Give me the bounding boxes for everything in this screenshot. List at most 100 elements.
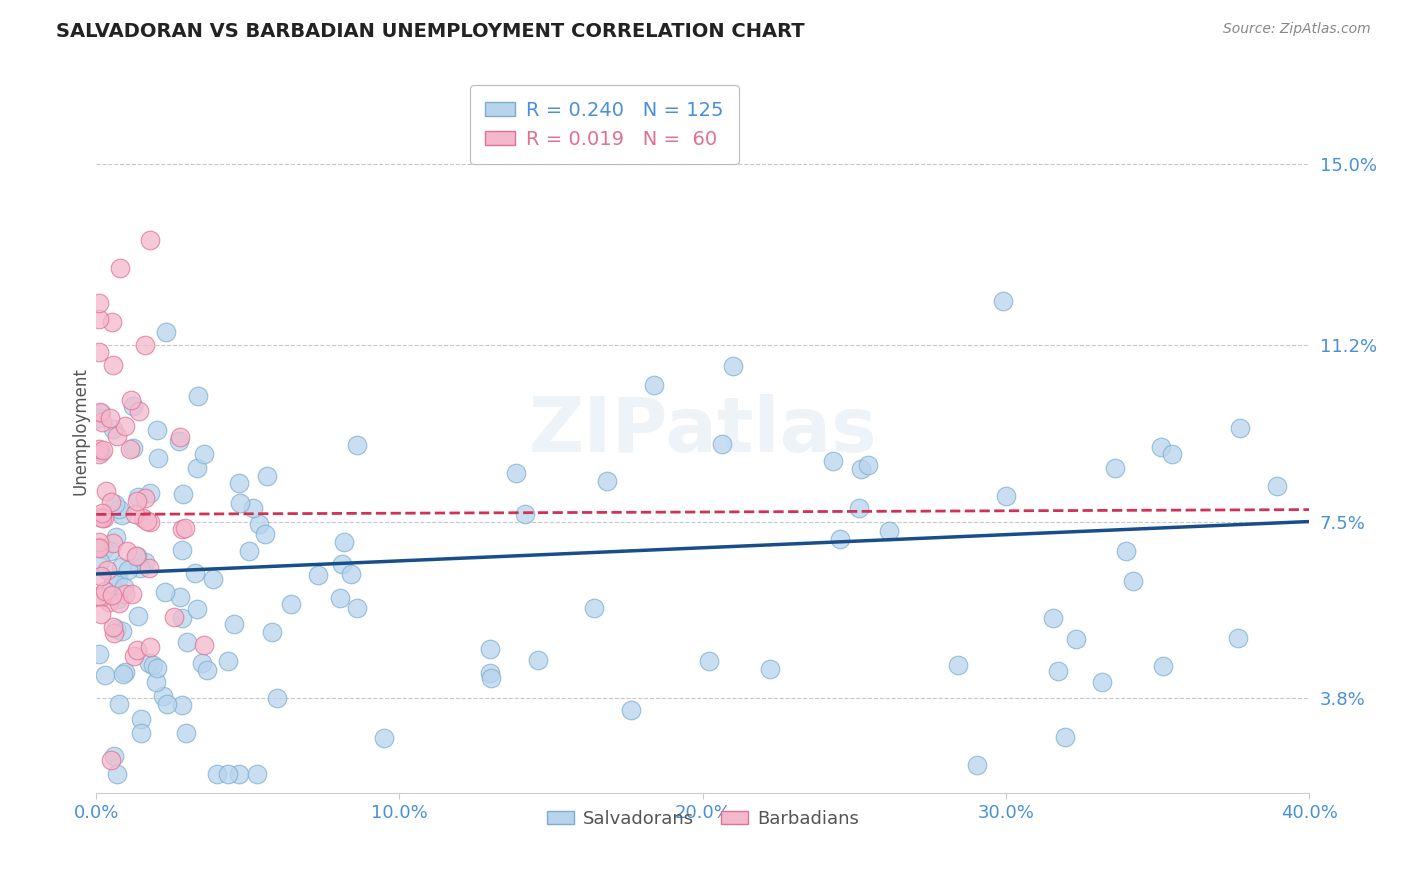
- Point: [247, 516, 270, 531]
- Point: [201, 573, 224, 587]
- Point: [242, 500, 264, 515]
- Point: [195, 663, 218, 677]
- Point: [173, 520, 195, 534]
- Point: [139, 233, 162, 247]
- Point: [207, 767, 229, 781]
- Point: [994, 489, 1017, 503]
- Point: [128, 404, 150, 418]
- Point: [1091, 675, 1114, 690]
- Point: [93, 668, 115, 682]
- Point: [125, 643, 148, 657]
- Point: [114, 587, 136, 601]
- Point: [1122, 574, 1144, 588]
- Y-axis label: Unemployment: Unemployment: [72, 367, 89, 495]
- Point: [191, 656, 214, 670]
- Point: [89, 311, 111, 326]
- Point: [879, 524, 901, 538]
- Point: [1150, 440, 1173, 454]
- Point: [145, 675, 167, 690]
- Point: [138, 657, 160, 671]
- Point: [193, 639, 215, 653]
- Point: [1227, 631, 1250, 645]
- Point: [108, 260, 131, 275]
- Point: [329, 591, 352, 605]
- Point: [228, 495, 250, 509]
- Point: [340, 566, 363, 581]
- Point: [222, 616, 245, 631]
- Point: [96, 483, 118, 498]
- Point: [856, 458, 879, 472]
- Point: [830, 532, 852, 546]
- Point: [89, 541, 111, 556]
- Point: [228, 767, 250, 781]
- Point: [91, 506, 114, 520]
- Point: [170, 611, 193, 625]
- Point: [111, 508, 134, 523]
- Point: [132, 511, 155, 525]
- Point: [93, 542, 115, 557]
- Point: [93, 511, 115, 525]
- Point: [1104, 461, 1126, 475]
- Point: [139, 640, 162, 654]
- Point: [848, 500, 870, 515]
- Point: [262, 624, 284, 639]
- Point: [93, 584, 115, 599]
- Point: [254, 527, 277, 541]
- Point: [114, 581, 136, 595]
- Point: [1047, 664, 1070, 678]
- Point: [101, 589, 124, 603]
- Point: [1229, 421, 1251, 435]
- Point: [135, 514, 157, 528]
- Point: [146, 423, 169, 437]
- Point: [1115, 544, 1137, 558]
- Point: [105, 767, 128, 781]
- Point: [98, 595, 121, 609]
- Point: [513, 507, 536, 521]
- Point: [821, 454, 844, 468]
- Point: [479, 665, 502, 680]
- Point: [108, 595, 131, 609]
- Point: [89, 405, 111, 419]
- Point: [332, 535, 354, 549]
- Point: [156, 697, 179, 711]
- Point: [172, 487, 194, 501]
- Point: [186, 460, 208, 475]
- Point: [117, 563, 139, 577]
- Point: [100, 753, 122, 767]
- Point: [101, 422, 124, 436]
- Point: [89, 541, 111, 555]
- Point: [134, 491, 156, 505]
- Point: [583, 601, 606, 615]
- Point: [946, 658, 969, 673]
- Point: [169, 430, 191, 444]
- Point: [170, 543, 193, 558]
- Point: [966, 757, 988, 772]
- Point: [90, 569, 112, 583]
- Point: [217, 654, 239, 668]
- Point: [103, 626, 125, 640]
- Text: SALVADORAN VS BARBADIAN UNEMPLOYMENT CORRELATION CHART: SALVADORAN VS BARBADIAN UNEMPLOYMENT COR…: [56, 22, 804, 41]
- Point: [1152, 658, 1174, 673]
- Point: [478, 641, 501, 656]
- Point: [167, 434, 190, 448]
- Point: [127, 608, 149, 623]
- Point: [346, 601, 368, 615]
- Point: [128, 561, 150, 575]
- Point: [90, 415, 112, 429]
- Point: [100, 495, 122, 509]
- Point: [170, 522, 193, 536]
- Point: [124, 649, 146, 664]
- Point: [107, 591, 129, 606]
- Point: [125, 494, 148, 508]
- Point: [217, 767, 239, 781]
- Point: [134, 555, 156, 569]
- Point: [107, 502, 129, 516]
- Point: [90, 607, 112, 622]
- Point: [330, 558, 353, 572]
- Point: [228, 475, 250, 490]
- Point: [91, 442, 114, 457]
- Point: [91, 511, 114, 525]
- Point: [98, 410, 121, 425]
- Point: [758, 663, 780, 677]
- Point: [620, 704, 643, 718]
